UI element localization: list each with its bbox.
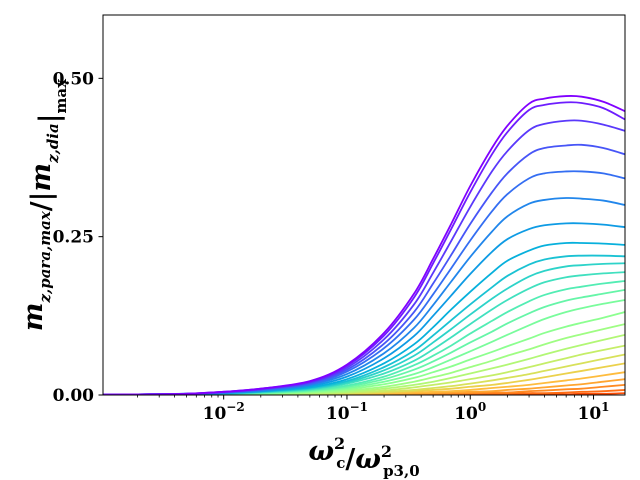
x-tick-label-3: 100 [454,400,486,424]
plot-background [103,15,625,395]
axis-labels: ω2 c/ω2 p3,0 mz,para,max/|mz,dia|max [18,78,420,480]
x-tick-label-2: 10−1 [326,400,368,424]
series-line-1 [103,94,625,395]
y-axis-label: mz,para,max/|mz,dia|max [18,78,70,331]
y-tick-label-1: 0.00 [53,386,95,406]
x-tick-label-4: 101 [578,400,610,424]
x-tick-label-1: 10−2 [203,400,245,424]
series-layer [103,94,625,395]
x-axis-label: ω2 c/ω2 p3,0 [308,434,419,480]
ticks-layer: 10−2 10−1 100 101 0.00 0.25 0.50 [53,69,610,424]
plot-frame [102,14,626,396]
y-tick-label-3: 0.50 [53,69,95,89]
y-tick-label-2: 0.25 [53,228,94,248]
